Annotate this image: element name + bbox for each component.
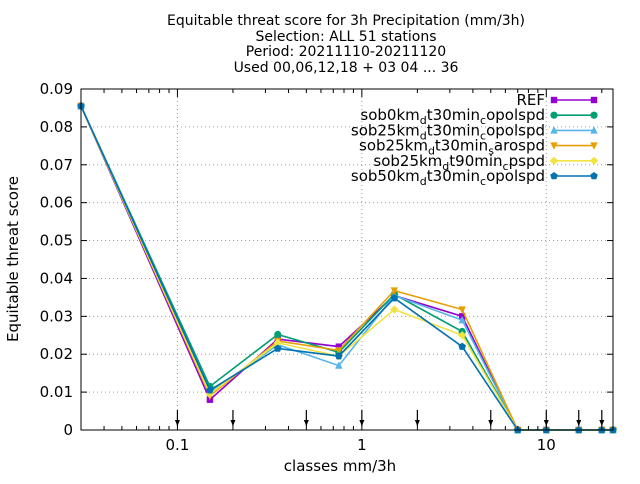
legend-label: REF bbox=[516, 91, 545, 109]
legend-label: sob50kmdt30mincopolspd bbox=[351, 167, 545, 188]
data-point bbox=[335, 352, 343, 360]
grid bbox=[81, 89, 613, 430]
data-point bbox=[458, 306, 466, 314]
threshold-marker-head bbox=[576, 420, 582, 426]
legend-item: sob25kmdt90mincpspd bbox=[373, 152, 599, 173]
legend-marker bbox=[589, 156, 599, 165]
legend-marker bbox=[550, 126, 558, 134]
legend-marker bbox=[590, 96, 598, 104]
chart-title: Equitable threat score for 3h Precipitat… bbox=[167, 13, 525, 76]
legend-marker bbox=[590, 111, 598, 119]
title-line-4: Used 00,06,12,18 + 03 04 ... 36 bbox=[234, 60, 459, 76]
legend-marker bbox=[550, 142, 558, 150]
legend-item: sob0kmdt30mincopolspd bbox=[360, 106, 598, 127]
data-point bbox=[335, 347, 343, 355]
data-point bbox=[273, 338, 282, 348]
legend-label: sob25kmdt90mincpspd bbox=[373, 152, 545, 173]
x-tick-label: 10 bbox=[537, 436, 556, 454]
threshold-marker-head bbox=[488, 420, 494, 426]
y-tick-label: 0.07 bbox=[40, 156, 73, 174]
legend-item: sob25kmdt30minsarospd bbox=[359, 137, 598, 158]
title-line-2: Selection: ALL 51 stations bbox=[255, 29, 436, 45]
y-axis: 0 0.01 0.02 0.03 0.04 0.05 0.06 0.07 0.08 0.09 bbox=[40, 80, 613, 439]
y-tick-label: 0.05 bbox=[40, 232, 73, 250]
legend-marker bbox=[549, 156, 559, 165]
data-point bbox=[335, 343, 343, 350]
threshold-markers bbox=[174, 410, 605, 426]
data-point bbox=[206, 386, 214, 394]
legend-item: REF bbox=[516, 91, 598, 109]
x-tick-label: 1 bbox=[357, 436, 367, 454]
threshold-marker-head bbox=[414, 420, 420, 426]
data-point bbox=[390, 294, 399, 302]
legend-marker bbox=[590, 172, 598, 180]
legend-label: sob0kmdt30mincopolspd bbox=[360, 106, 545, 127]
y-tick-label: 0.06 bbox=[40, 194, 73, 212]
legend-label: sob25kmdt30mincopolspd bbox=[351, 121, 545, 142]
x-axis-label: classes mm/3h bbox=[284, 457, 396, 475]
data-point bbox=[458, 315, 466, 324]
y-tick-label: 0.01 bbox=[40, 383, 73, 401]
y-tick-label: 0.04 bbox=[40, 269, 73, 287]
y-tick-label: 0.09 bbox=[40, 80, 73, 98]
y-axis-label: Equitable threat score bbox=[4, 176, 22, 342]
data-point bbox=[390, 287, 399, 295]
data-point bbox=[273, 344, 282, 352]
data-point bbox=[390, 305, 399, 314]
data-point bbox=[335, 361, 343, 369]
y-tick-label: 0.02 bbox=[40, 345, 73, 363]
legend-label: sob25kmdt30minsarospd bbox=[359, 137, 545, 158]
legend-marker bbox=[550, 111, 558, 119]
y-tick-label: 0 bbox=[63, 421, 73, 439]
x-axis: 0.1 1 10 bbox=[80, 89, 603, 454]
legend-marker bbox=[550, 96, 558, 104]
data-point bbox=[274, 330, 282, 339]
threshold-marker-head bbox=[230, 420, 236, 426]
x-tick-label: 0.1 bbox=[166, 436, 190, 454]
legend-item: sob25kmdt30mincopolspd bbox=[351, 121, 598, 142]
plot-frame bbox=[80, 88, 614, 431]
legend-marker bbox=[590, 142, 598, 150]
legend-marker bbox=[590, 126, 598, 134]
legend-item: sob50kmdt30mincopolspd bbox=[351, 167, 598, 188]
y-tick-label: 0.08 bbox=[40, 118, 73, 136]
data-point bbox=[458, 342, 467, 350]
threshold-marker-head bbox=[303, 420, 309, 426]
title-line-3: Period: 20211110-20211120 bbox=[246, 44, 446, 60]
y-tick-label: 0.03 bbox=[40, 307, 73, 325]
title-line-1: Equitable threat score for 3h Precipitat… bbox=[167, 13, 525, 29]
threshold-marker-head bbox=[599, 420, 605, 426]
legend-marker bbox=[550, 172, 558, 180]
legend: REFsob0kmdt30mincopolspdsob25kmdt30minco… bbox=[351, 91, 599, 188]
data-point bbox=[458, 331, 467, 340]
